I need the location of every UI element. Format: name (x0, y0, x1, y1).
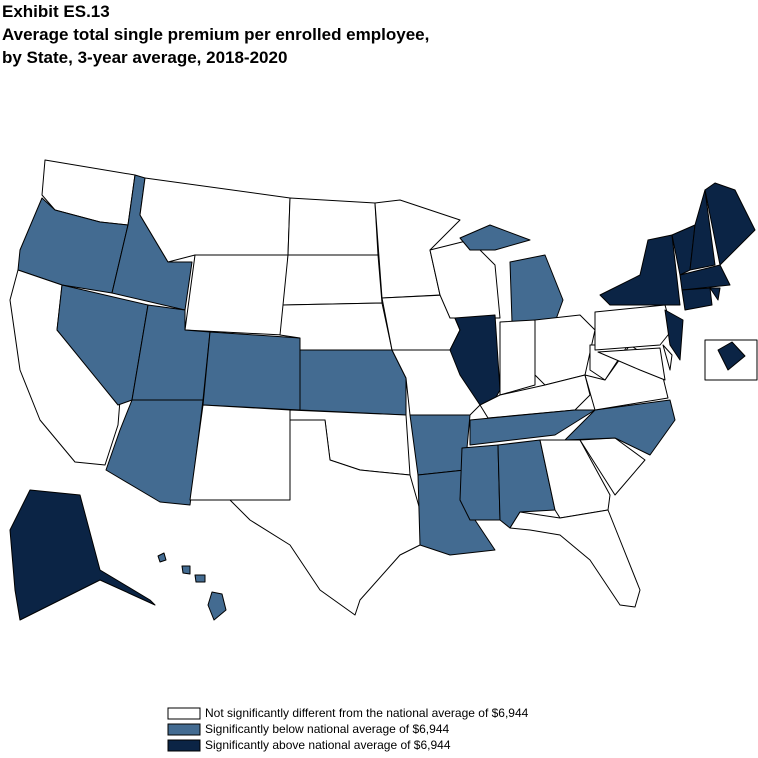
state-region (681, 287, 713, 311)
title: Average total single premium per enrolle… (2, 25, 429, 44)
state-region (709, 287, 721, 301)
state-region (469, 409, 596, 446)
legend-swatch (167, 723, 201, 736)
title: by State, 3-year average, 2018-2020 (2, 48, 287, 67)
state-region (189, 404, 291, 501)
legend-label: Not significantly different from the nat… (205, 706, 529, 720)
state-region (597, 347, 666, 381)
state-region (282, 254, 383, 306)
state-region (105, 399, 204, 506)
state-region (56, 284, 149, 406)
state-region (459, 444, 501, 521)
state-region (704, 182, 756, 266)
state-region (662, 344, 673, 371)
exhibit-label: Exhibit ES.13 (2, 2, 110, 21)
state-region (157, 552, 167, 563)
state-region (459, 224, 531, 251)
state-region (664, 309, 684, 361)
state-region (229, 419, 421, 616)
state-region (679, 264, 731, 291)
legend-swatch (167, 739, 201, 752)
state-region (181, 565, 191, 575)
state-region (599, 234, 681, 306)
state-region (594, 304, 673, 351)
state-region (9, 489, 156, 621)
us-map (9, 159, 758, 621)
state-region (499, 319, 536, 396)
state-region (689, 189, 716, 271)
state-region (299, 349, 407, 416)
state-region (534, 314, 596, 386)
legend-swatch (167, 707, 201, 720)
state-region (509, 509, 641, 608)
state-region (184, 254, 289, 336)
state-region (509, 254, 564, 323)
state-region (287, 197, 379, 256)
state-region (564, 399, 676, 456)
state-region (207, 591, 227, 621)
legend-label: Significantly above national average of … (205, 738, 451, 752)
legend: Not significantly different from the nat… (167, 706, 529, 752)
state-region (139, 177, 291, 263)
state-region (194, 574, 206, 583)
state-region (202, 331, 301, 411)
state-region (717, 341, 746, 371)
legend-label: Significantly below national average of … (205, 722, 449, 736)
